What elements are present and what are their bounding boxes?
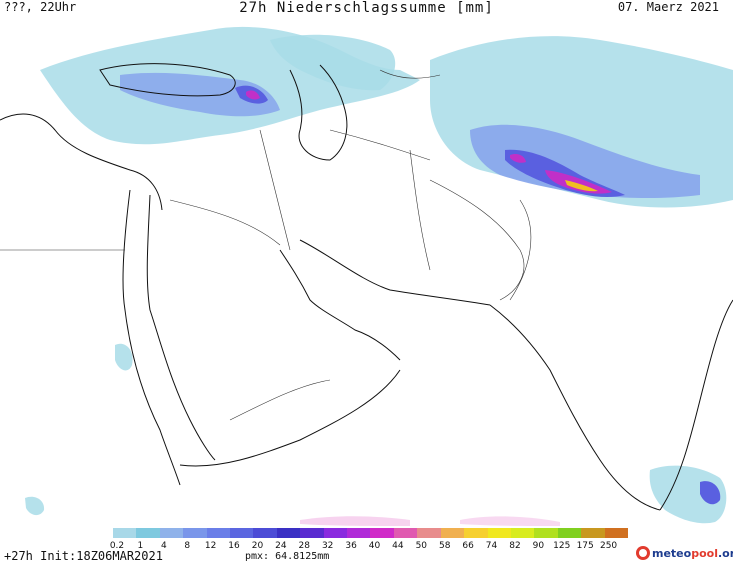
precip-area-northwest-core: [120, 72, 280, 117]
legend-swatch: [300, 528, 324, 538]
legend-swatch: [253, 528, 277, 538]
coastline-mediterranean: [0, 113, 163, 211]
border-iraq-iran: [259, 129, 291, 251]
precip-area-sri-lanka: [649, 465, 727, 524]
legend-swatch: [510, 528, 535, 538]
legend-tick-label: 0.2: [109, 541, 125, 551]
precip-area-himalaya: [470, 124, 700, 199]
color-scale-legend: [113, 528, 628, 540]
legend-tick-label: 58: [438, 541, 451, 551]
precip-area-sri-lanka-core: [700, 481, 721, 505]
legend-swatch: [276, 528, 301, 538]
precip-area-kashmir: [510, 153, 526, 163]
legend-tick-label: 82: [509, 541, 521, 551]
coastline-caspian: [289, 64, 348, 161]
precip-area-himalaya-extreme: [545, 170, 612, 194]
max-precip-label: pmx: 64.8125mm: [245, 551, 330, 562]
precip-area-horn-of-africa: [25, 496, 45, 516]
coastline-india-east: [659, 299, 733, 511]
border-pak-india: [509, 199, 532, 301]
legend-tick-label: 44: [392, 541, 404, 551]
precip-area-himalaya-peak: [565, 180, 598, 192]
legend-tick-label: 20: [251, 541, 264, 551]
coastline-persian-gulf: [279, 249, 401, 361]
legend-swatch: [487, 528, 511, 538]
legend-swatch: [230, 528, 254, 538]
border-turkmenistan: [329, 129, 431, 161]
border-kazakh: [379, 69, 441, 79]
run-label: ???, 22Uhr: [4, 0, 77, 14]
coastlines: [0, 63, 733, 511]
coastline-iran-south: [299, 239, 491, 306]
legend-tick-label: 250: [599, 541, 618, 551]
legend-swatch: [534, 528, 558, 538]
legend-tick-label: 4: [160, 541, 167, 551]
legend-tick-label: 50: [415, 541, 428, 551]
legend-swatch: [323, 528, 348, 538]
meteopool-logo[interactable]: meteopool.org: [636, 546, 733, 560]
legend-tick-label: 175: [576, 541, 594, 551]
color-scale-labels: 0.2 1 4 8 12 16 20 24 28 32 36 40 44 50 58 66 74 82 90 125 1…: [109, 541, 633, 553]
logo-mark-icon: [636, 546, 650, 560]
forecast-init-label: +27h Init:18Z06MAR2021: [4, 549, 163, 563]
valid-date: 07. Maerz 2021: [617, 0, 719, 14]
legend-swatch: [557, 528, 582, 538]
legend-tick-label: 74: [485, 541, 498, 551]
legend-swatch: [393, 528, 418, 538]
legend-swatch: [417, 528, 441, 538]
legend-swatch: [464, 528, 488, 538]
coastline-red-sea-east: [146, 194, 216, 461]
legend-tick-label: 12: [204, 541, 217, 551]
map-title: 27h Niederschlagssumme [mm]: [239, 0, 494, 16]
legend-swatch: [347, 528, 371, 538]
coastline-arabia-south: [179, 369, 401, 467]
legend-swatch: [206, 528, 231, 538]
logo-text: meteopool.org: [652, 546, 733, 560]
precip-area-north-iran: [270, 34, 396, 91]
legend-tick-label: 90: [532, 541, 545, 551]
border-yemen-oman: [229, 379, 331, 421]
precip-area-caucasus-core: [246, 90, 260, 100]
legend-tick-label: 8: [184, 541, 191, 551]
precip-area-south-strip: [300, 516, 410, 526]
legend-tick-label: 125: [553, 541, 571, 551]
legend-tick-label: 66: [462, 541, 474, 551]
precip-areas: [25, 26, 733, 526]
legend-tick-label: 28: [298, 541, 310, 551]
border-afghan-pak: [429, 179, 525, 301]
legend-swatch: [440, 528, 465, 538]
precip-area-south-strip2: [460, 516, 560, 526]
legend-swatch: [370, 528, 394, 538]
legend-tick-label: 1: [137, 541, 144, 551]
coastline-india-west: [489, 304, 661, 511]
legend-tick-label: 16: [228, 541, 240, 551]
coastline-black-sea: [99, 63, 236, 97]
legend-swatch: [136, 528, 160, 538]
legend-tick-label: 24: [275, 541, 287, 551]
border-iran-afghan: [409, 149, 431, 271]
borders: [0, 69, 532, 421]
legend-swatch: [159, 528, 184, 538]
legend-tick-label: 32: [321, 541, 334, 551]
legend-tick-label: 36: [345, 541, 357, 551]
legend-swatch: [604, 528, 628, 538]
coastline-red-sea-west: [122, 189, 181, 486]
legend-swatch: [183, 528, 207, 538]
legend-swatch: [113, 528, 137, 538]
border-saudi-north: [169, 199, 281, 246]
legend-swatch: [581, 528, 605, 538]
precip-area-red-sea: [115, 343, 133, 371]
legend-tick-label: 40: [368, 541, 381, 551]
